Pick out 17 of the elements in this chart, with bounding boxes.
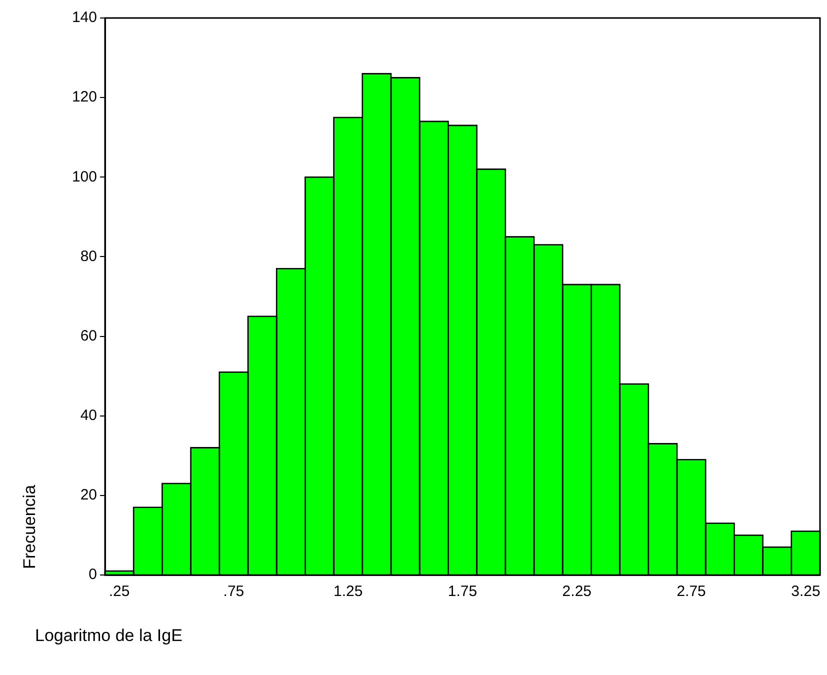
y-tick-label: 40 <box>80 407 97 424</box>
y-tick-label: 60 <box>80 327 97 344</box>
x-tick-label: 2.75 <box>676 583 706 600</box>
y-tick-label: 140 <box>72 9 97 26</box>
x-tick-label: .75 <box>223 583 244 600</box>
x-tick-label: .25 <box>108 583 130 600</box>
y-axis-title: Frecuencia <box>20 484 40 570</box>
x-axis-title: Logaritmo de la IgE <box>35 626 182 646</box>
y-tick-label: 100 <box>72 168 97 186</box>
x-tick-label: 3.25 <box>791 583 820 600</box>
y-tick-label: 20 <box>80 486 97 504</box>
y-tick-label: 120 <box>72 88 97 106</box>
x-tick-label: 2.25 <box>562 583 592 600</box>
x-tick-label: 1.75 <box>448 583 478 600</box>
y-tick-label: 0 <box>88 566 97 584</box>
x-tick-label: 1.25 <box>334 583 363 600</box>
y-tick-label: 80 <box>80 248 97 265</box>
